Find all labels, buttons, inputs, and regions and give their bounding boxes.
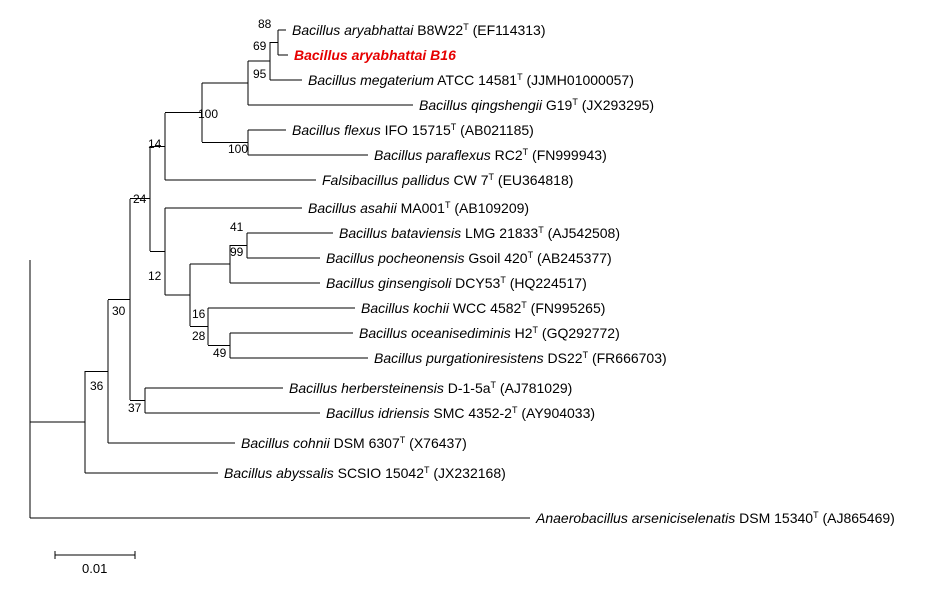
taxon-label: Bacillus ginsengisoli DCY53T (HQ224517) xyxy=(326,275,587,291)
taxon-label: Bacillus abyssalis SCSIO 15042T (JX23216… xyxy=(224,465,506,481)
scale-bar-label: 0.01 xyxy=(82,561,107,576)
bootstrap-value: 69 xyxy=(253,39,267,53)
taxon-label: Bacillus flexus IFO 15715T (AB021185) xyxy=(292,122,534,138)
bootstrap-value: 41 xyxy=(230,220,244,234)
taxon-label: Bacillus paraflexus RC2T (FN999943) xyxy=(374,147,607,163)
taxon-label: Bacillus asahii MA001T (AB109209) xyxy=(308,200,529,216)
taxon-label: Bacillus pocheonensis Gsoil 420T (AB2453… xyxy=(326,250,612,266)
taxon-label: Bacillus aryabhattai B8W22T (EF114313) xyxy=(292,22,546,38)
taxon-label: Bacillus aryabhattai B16 xyxy=(294,47,456,63)
bootstrap-value: 30 xyxy=(112,304,126,318)
bootstrap-value: 88 xyxy=(258,17,272,31)
taxon-label: Bacillus herbersteinensis D-1-5aT (AJ781… xyxy=(289,380,572,396)
bootstrap-value: 36 xyxy=(90,379,104,393)
taxon-label: Bacillus oceanisediminis H2T (GQ292772) xyxy=(359,325,620,341)
bootstrap-value: 24 xyxy=(133,192,147,206)
taxon-label: Bacillus idriensis SMC 4352-2T (AY904033… xyxy=(326,405,595,421)
bootstrap-value: 28 xyxy=(192,329,206,343)
taxon-label: Anaerobacillus arseniciselenatis DSM 153… xyxy=(535,510,895,526)
taxon-label: Bacillus megaterium ATCC 14581T (JJMH010… xyxy=(308,72,634,88)
bootstrap-value: 99 xyxy=(230,245,244,259)
bootstrap-value: 100 xyxy=(198,107,218,121)
phylogenetic-tree: Bacillus aryabhattai B8W22T (EF114313) Ba… xyxy=(0,0,929,595)
bootstrap-value: 100 xyxy=(228,142,248,156)
bootstrap-value: 12 xyxy=(148,269,162,283)
taxon-label: Bacillus qingshengii G19T (JX293295) xyxy=(419,97,654,113)
taxon-label: Bacillus bataviensis LMG 21833T (AJ54250… xyxy=(339,225,620,241)
taxon-label: Bacillus kochii WCC 4582T (FN995265) xyxy=(361,300,605,316)
bootstrap-value: 37 xyxy=(128,401,142,415)
bootstrap-value: 49 xyxy=(213,346,227,360)
bootstrap-value: 95 xyxy=(253,67,267,81)
bootstrap-value: 14 xyxy=(148,137,162,151)
bootstrap-value: 16 xyxy=(192,307,206,321)
taxon-label: Bacillus cohnii DSM 6307T (X76437) xyxy=(241,435,467,451)
taxon-label: Falsibacillus pallidus CW 7T (EU364818) xyxy=(322,172,573,188)
taxon-label: Bacillus purgationiresistens DS22T (FR66… xyxy=(374,350,667,366)
